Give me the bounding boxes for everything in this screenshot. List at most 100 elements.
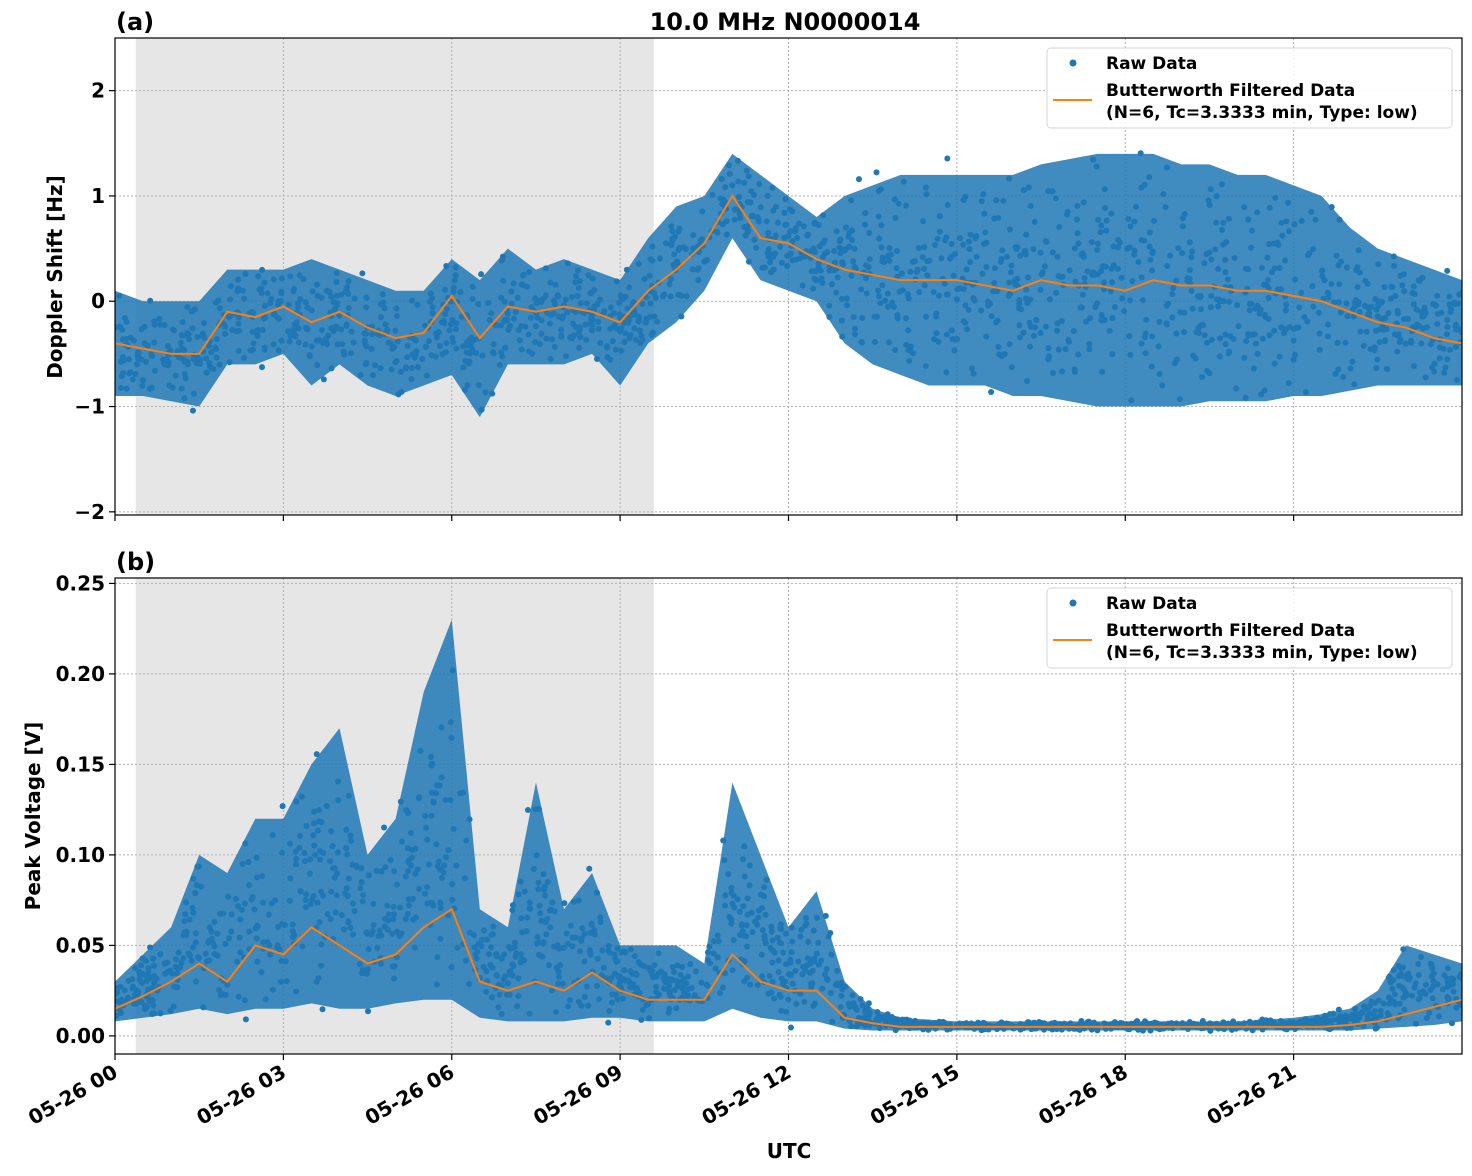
raw-data-point	[1127, 297, 1134, 304]
raw-data-point	[1384, 365, 1391, 372]
raw-data-point	[769, 937, 776, 944]
raw-data-point	[1208, 292, 1215, 299]
raw-data-point	[834, 274, 841, 281]
raw-data-point	[161, 960, 168, 967]
raw-data-point	[443, 854, 450, 861]
raw-data-point	[721, 857, 728, 864]
raw-data-point	[542, 892, 549, 899]
raw-data-point	[772, 203, 779, 210]
raw-data-point	[1296, 304, 1303, 311]
raw-data-point	[150, 1002, 157, 1009]
raw-data-point	[1199, 1018, 1206, 1025]
raw-data-point	[919, 254, 926, 261]
raw-data-point	[1249, 227, 1256, 234]
raw-data-point	[199, 332, 206, 339]
raw-data-point	[334, 302, 341, 309]
raw-data-point	[342, 890, 349, 897]
raw-data-point	[1072, 278, 1079, 285]
raw-data-point	[1382, 337, 1389, 344]
raw-data-point	[340, 348, 347, 355]
raw-data-point	[597, 340, 604, 347]
raw-data-point	[704, 949, 711, 956]
raw-data-point	[447, 719, 454, 726]
raw-data-point	[1444, 965, 1451, 972]
raw-data-point	[176, 354, 183, 361]
raw-data-point	[520, 272, 527, 279]
raw-data-point	[115, 990, 119, 997]
raw-data-point	[115, 1012, 120, 1019]
raw-data-point	[907, 268, 914, 275]
raw-data-point	[1137, 150, 1144, 157]
raw-data-point	[430, 798, 437, 805]
raw-data-point	[1138, 340, 1145, 347]
raw-data-point	[1423, 981, 1430, 988]
raw-data-point	[948, 327, 955, 334]
raw-data-point	[447, 796, 454, 803]
raw-data-point	[369, 372, 376, 379]
raw-data-point	[287, 273, 294, 280]
raw-data-point	[1364, 280, 1371, 287]
raw-data-point	[1444, 323, 1451, 330]
raw-data-point	[843, 295, 850, 302]
raw-data-point	[1045, 345, 1052, 352]
raw-data-point	[809, 980, 816, 987]
raw-data-point	[850, 314, 857, 321]
x-tick-label: 05-26 03	[192, 1060, 290, 1130]
raw-data-point	[435, 329, 442, 336]
raw-data-point	[570, 898, 577, 905]
raw-data-point	[757, 204, 764, 211]
raw-data-point	[538, 917, 545, 924]
raw-data-point	[936, 1018, 943, 1025]
raw-data-point	[743, 933, 750, 940]
raw-data-point	[365, 946, 372, 953]
raw-data-point	[504, 310, 511, 317]
raw-data-point	[469, 283, 476, 290]
raw-data-point	[433, 841, 440, 848]
raw-data-point	[1372, 1025, 1379, 1032]
raw-data-point	[1350, 306, 1357, 313]
raw-data-point	[560, 944, 567, 951]
raw-data-point	[609, 338, 616, 345]
raw-data-point	[115, 324, 120, 331]
raw-data-point	[811, 1000, 818, 1007]
raw-data-point	[651, 962, 658, 969]
raw-data-point	[475, 940, 482, 947]
raw-data-point	[1223, 238, 1230, 245]
raw-data-point	[906, 357, 913, 364]
raw-data-point	[683, 293, 690, 300]
raw-data-point	[1349, 358, 1356, 365]
raw-data-point	[819, 985, 826, 992]
raw-data-point	[1175, 245, 1182, 252]
raw-data-point	[136, 968, 143, 975]
raw-data-point	[190, 909, 197, 916]
raw-data-point	[557, 962, 564, 969]
raw-data-point	[887, 251, 894, 258]
raw-data-point	[1110, 243, 1117, 250]
raw-data-point	[345, 792, 352, 799]
raw-data-point	[1086, 346, 1093, 353]
raw-data-point	[575, 284, 582, 291]
raw-data-point	[216, 987, 223, 994]
raw-data-point	[1450, 980, 1457, 987]
raw-data-point	[1439, 986, 1446, 993]
raw-data-point	[314, 281, 321, 288]
raw-data-point	[1055, 272, 1062, 279]
raw-data-point	[717, 989, 724, 996]
raw-data-point	[679, 979, 686, 986]
raw-data-point	[416, 885, 423, 892]
raw-data-point	[453, 320, 460, 327]
raw-data-point	[1149, 267, 1156, 274]
raw-data-point	[632, 970, 639, 977]
raw-data-point	[1371, 1007, 1378, 1014]
raw-data-point	[170, 1003, 177, 1010]
raw-data-point	[472, 951, 479, 958]
raw-data-point	[190, 356, 197, 363]
raw-data-point	[615, 972, 622, 979]
raw-data-point	[1400, 946, 1407, 953]
raw-data-point	[410, 916, 417, 923]
raw-data-point	[143, 358, 150, 365]
raw-data-point	[627, 946, 634, 953]
raw-data-point	[228, 911, 235, 918]
raw-data-point	[1095, 216, 1102, 223]
raw-data-point	[209, 939, 216, 946]
